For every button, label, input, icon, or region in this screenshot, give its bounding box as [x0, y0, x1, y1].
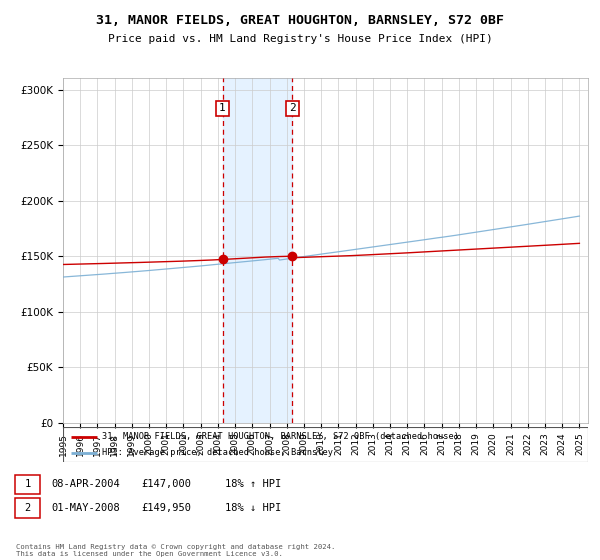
- Text: 31, MANOR FIELDS, GREAT HOUGHTON, BARNSLEY, S72 0BF: 31, MANOR FIELDS, GREAT HOUGHTON, BARNSL…: [96, 14, 504, 27]
- Text: 2: 2: [25, 503, 31, 513]
- Text: 1: 1: [219, 104, 226, 113]
- Text: HPI: Average price, detached house, Barnsley: HPI: Average price, detached house, Barn…: [103, 448, 334, 457]
- Text: £149,950: £149,950: [141, 503, 191, 513]
- Text: Contains HM Land Registry data © Crown copyright and database right 2024.
This d: Contains HM Land Registry data © Crown c…: [16, 544, 335, 557]
- Text: 31, MANOR FIELDS, GREAT HOUGHTON, BARNSLEY, S72 0BF (detached house): 31, MANOR FIELDS, GREAT HOUGHTON, BARNSL…: [103, 432, 460, 441]
- Text: 08-APR-2004: 08-APR-2004: [51, 479, 120, 489]
- Text: 1: 1: [25, 479, 31, 489]
- Text: Price paid vs. HM Land Registry's House Price Index (HPI): Price paid vs. HM Land Registry's House …: [107, 34, 493, 44]
- Text: 18% ↑ HPI: 18% ↑ HPI: [225, 479, 281, 489]
- Text: 18% ↓ HPI: 18% ↓ HPI: [225, 503, 281, 513]
- Text: £147,000: £147,000: [141, 479, 191, 489]
- Text: 2: 2: [289, 104, 296, 113]
- Text: 01-MAY-2008: 01-MAY-2008: [51, 503, 120, 513]
- Bar: [223, 78, 292, 423]
